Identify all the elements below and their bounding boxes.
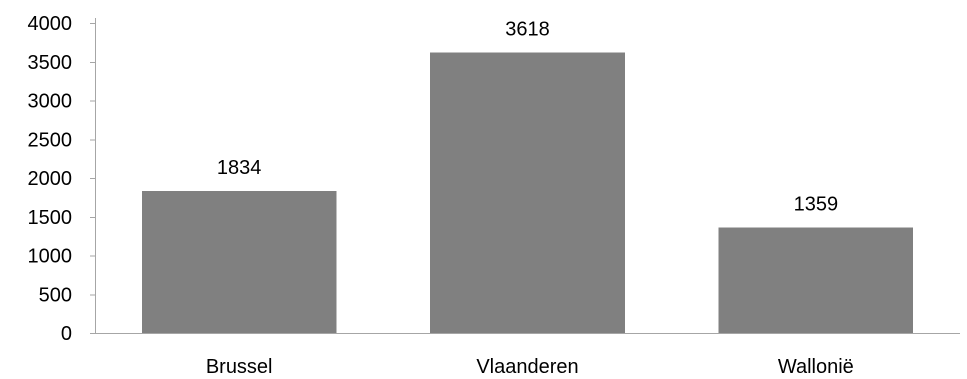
x-tick-label: Wallonië: [778, 356, 854, 378]
data-labels: 1834 3618 1359: [217, 19, 838, 216]
y-tick-label: 0: [61, 323, 72, 345]
bar-wallonië: [718, 227, 914, 333]
y-tick-label: 2000: [28, 168, 73, 190]
bar-vlaanderen: [430, 52, 625, 333]
y-tick-label: 1000: [28, 246, 73, 268]
bar-brussel: [141, 190, 337, 333]
bar-series: [141, 52, 914, 333]
y-tick-label: 3500: [28, 52, 73, 74]
x-tick-label: Brussel: [206, 356, 273, 378]
y-axis: 0 500 1000 1500 2000 2500 3000 3500 4000: [28, 13, 95, 345]
y-tick-label: 2500: [28, 129, 73, 151]
x-axis: Brussel Vlaanderen Wallonië: [206, 356, 854, 378]
x-tick-label: Vlaanderen: [476, 356, 578, 378]
y-tick-label: 4000: [28, 13, 73, 35]
y-tick-label: 3000: [28, 91, 73, 113]
y-tick-label: 1500: [28, 207, 73, 229]
data-label: 1834: [217, 157, 262, 179]
y-tick-label: 500: [39, 284, 72, 306]
data-label: 3618: [505, 19, 550, 41]
data-label: 1359: [794, 194, 839, 216]
